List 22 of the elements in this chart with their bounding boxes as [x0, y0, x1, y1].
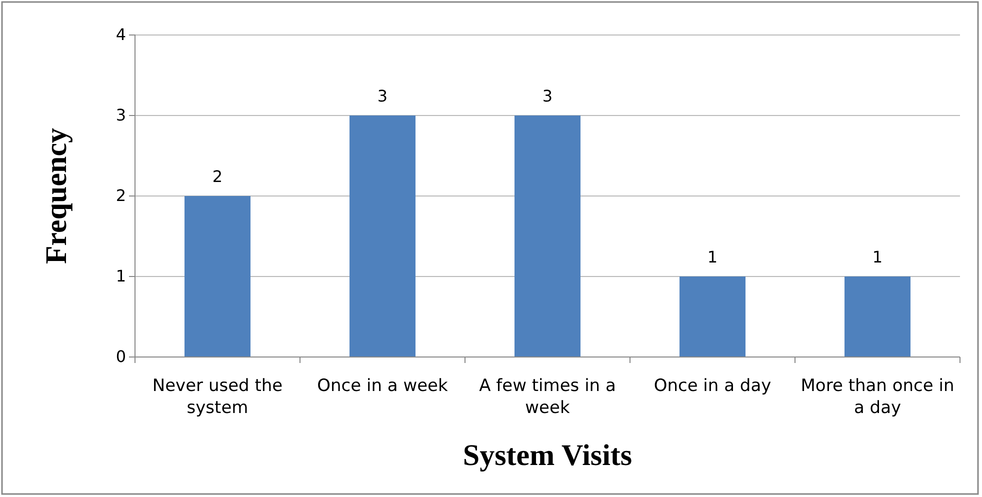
y-tick-label: 1: [116, 266, 126, 286]
y-tick-label: 4: [116, 25, 126, 44]
bar: [184, 196, 250, 357]
y-axis-title: Frequency: [40, 128, 73, 264]
x-tick-label: Once in a day: [654, 376, 772, 396]
x-tick-label: More than once in a day: [800, 376, 954, 418]
data-label: 2: [212, 167, 223, 186]
data-label: 1: [707, 248, 718, 266]
x-tick-label: A few times in a week: [479, 376, 616, 418]
x-axis-title: System Visits: [462, 439, 632, 472]
x-tick-label: Never used the system: [152, 376, 283, 418]
bar: [350, 116, 416, 357]
data-label: 3: [377, 86, 388, 106]
data-label: 1: [872, 248, 883, 266]
data-label: 3: [542, 86, 553, 106]
bar: [844, 276, 910, 357]
y-tick-label: 2: [116, 186, 126, 206]
y-tick-label: 0: [116, 347, 126, 366]
y-tick-label: 3: [116, 106, 126, 125]
bar: [514, 116, 580, 357]
x-tick-label: Once in a week: [317, 376, 448, 396]
bar: [680, 276, 746, 357]
